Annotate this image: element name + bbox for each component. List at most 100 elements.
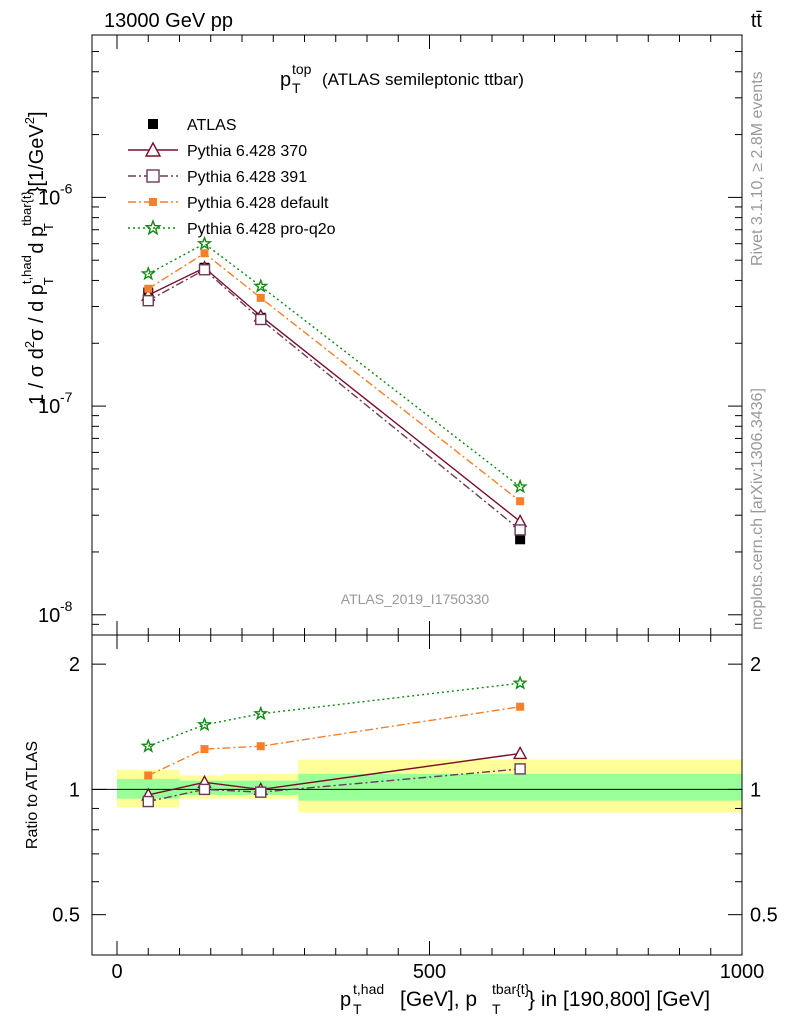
main-y-tick-label: 10	[38, 396, 60, 418]
title-sup: top	[292, 61, 312, 77]
data-point	[196, 235, 213, 251]
ratio-frame	[91, 634, 743, 956]
main-y-tick-exp: -6	[60, 180, 73, 196]
xlabel-sup2: tbar{t}	[492, 981, 530, 997]
x-axis-label: p t,had T [GeV], p tbar{t} T } in [190,8…	[340, 981, 710, 1017]
ratio-y-label: Ratio to ATLAS	[24, 741, 41, 849]
series-pythia-6-428-pro-q2o	[140, 675, 528, 753]
legend-label: Pythia 6.428 370	[187, 143, 307, 160]
series-line	[147, 268, 521, 531]
data-point	[255, 786, 267, 798]
xlabel-main: p	[340, 989, 351, 1011]
ratio-bands	[117, 759, 742, 813]
svg-text:p: p	[280, 69, 291, 91]
ratio-band-inner	[298, 773, 742, 801]
data-point	[196, 716, 213, 732]
data-point	[512, 746, 528, 760]
data-point	[200, 249, 209, 258]
legend-entry: Pythia 6.428 pro-q2o	[128, 218, 336, 238]
data-point	[515, 534, 526, 545]
data-point	[512, 675, 528, 690]
series-atlas	[143, 262, 526, 545]
xlabel-sup1: t,had	[353, 981, 384, 997]
plot-title: p top T (ATLAS semileptonic ttbar)	[280, 61, 524, 96]
data-point	[142, 294, 154, 307]
legend: ATLAS Pythia 6.428 370 Pythia 6.428 391 Pyt…	[128, 117, 336, 238]
data-point	[140, 265, 156, 281]
data-point	[144, 284, 153, 293]
main-series	[140, 235, 528, 545]
data-point	[149, 198, 157, 206]
series-line	[147, 252, 521, 502]
data-point	[144, 771, 153, 780]
data-point	[514, 524, 526, 536]
ratio-x-ticks: 0 500 1000	[111, 635, 764, 983]
data-point	[512, 478, 528, 494]
main-y-tick-label: 10	[38, 605, 60, 627]
series-line	[148, 752, 521, 796]
legend-label: Pythia 6.428 pro-q2o	[187, 221, 336, 238]
legend-entry: ATLAS	[148, 117, 237, 134]
data-point	[256, 742, 265, 751]
legend-entry: Pythia 6.428 391	[128, 169, 307, 186]
rivet-label: Rivet 3.1.10, ≥ 2.8M events	[749, 71, 766, 266]
data-point	[253, 705, 269, 721]
ratio-y-tick-label: 1	[69, 779, 80, 801]
series-line	[148, 768, 521, 803]
data-point	[516, 702, 525, 711]
series-line	[147, 266, 521, 523]
x-tick-label: 0	[111, 961, 122, 983]
legend-label: Pythia 6.428 default	[187, 195, 329, 212]
ratio-y-tick-label-right: 2	[750, 654, 761, 676]
main-y-tick-exp: -8	[60, 598, 73, 614]
data-point	[142, 795, 154, 808]
data-point	[255, 313, 267, 326]
main-y-tick-exp: -7	[60, 389, 73, 405]
ratio-series	[140, 675, 528, 808]
ratio-y-tick-label: 0.5	[52, 905, 80, 927]
series-pythia-6-428-391	[142, 763, 526, 808]
header-right: tt̄	[751, 10, 763, 32]
ratio-panel: 2 2 1 1 0.5 0.5 0 500 1000 Ratio to ATLAS p t,h…	[24, 634, 778, 1017]
data-point	[253, 278, 269, 293]
data-point	[514, 763, 526, 775]
title-sub: T	[292, 80, 301, 96]
series-pythia-6-428-pro-q2o	[140, 235, 528, 494]
data-point	[144, 141, 162, 157]
ratio-y-ticks: 2 2 1 1 0.5 0.5	[52, 654, 778, 956]
data-point	[198, 783, 211, 796]
mcplots-label: mcplots.cern.ch [arXiv:1306.3436]	[749, 388, 766, 630]
title-rest: (ATLAS semileptonic ttbar)	[322, 70, 524, 89]
x-tick-label: 500	[413, 961, 446, 983]
data-point	[516, 497, 525, 506]
data-point	[200, 745, 209, 754]
legend-label: ATLAS	[187, 117, 237, 134]
main-y-tick-label: 10	[38, 187, 60, 209]
legend-entry: Pythia 6.428 default	[128, 195, 329, 212]
data-point	[256, 293, 265, 302]
main-y-label: 1 / σ d2σ / d pt,had T d ptbar{t}T}[1/GeV…	[19, 111, 56, 405]
ratio-y-tick-label-right: 0.5	[750, 905, 778, 927]
series-line	[147, 242, 521, 488]
header-left: 13000 GeV pp	[104, 10, 233, 32]
xlabel-mid: [GeV], p	[400, 988, 477, 1011]
series-pythia-6-428-391	[142, 264, 526, 536]
data-point	[144, 218, 162, 236]
xlabel-rest: } in [190,800] [GeV]	[528, 988, 710, 1011]
ratio-y-tick-label: 2	[69, 654, 80, 676]
series-pythia-6-428-default	[144, 249, 525, 506]
legend-label: Pythia 6.428 391	[187, 169, 307, 186]
data-point	[198, 264, 211, 276]
series-pythia-6-428-370	[141, 260, 528, 528]
ratio-y-tick-label-right: 1	[750, 779, 761, 801]
svg-text:p: p	[340, 989, 351, 1011]
xlabel-sub: T	[353, 1001, 362, 1017]
watermark: ATLAS_2019_I1750330	[341, 591, 490, 607]
legend-entry: Pythia 6.428 370	[128, 141, 307, 160]
main-x-ticks	[116, 35, 743, 635]
data-point	[146, 169, 160, 183]
series-line	[148, 682, 521, 747]
title-main: p	[280, 69, 291, 91]
data-point	[148, 119, 158, 129]
xlabel-sub2: T	[492, 1001, 501, 1017]
